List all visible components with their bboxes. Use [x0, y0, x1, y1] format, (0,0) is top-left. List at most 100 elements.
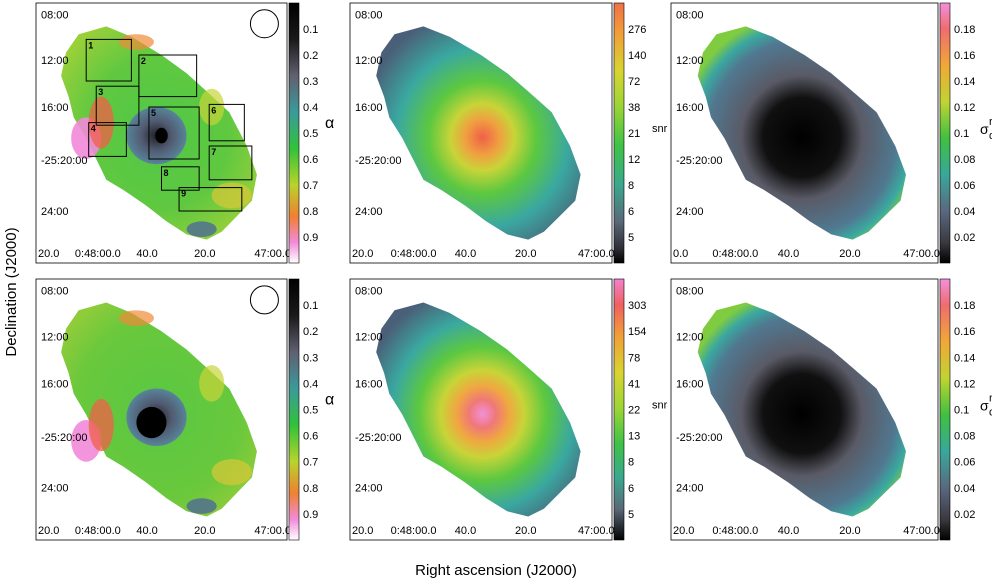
alpha-map-image	[61, 302, 257, 517]
dec-tick-label: 12:00	[41, 55, 69, 67]
colorbar-tick-label: 0.7	[303, 180, 318, 192]
dec-tick-label: 08:00	[676, 286, 704, 298]
ra-tick-label: 47:00.0	[254, 525, 291, 537]
dec-tick-label: -25:20:00	[355, 432, 401, 444]
panel-top-alpha: 1 2 3 4 5 6 7 8 9 08:00 12:00 16:00 -25:20:00 24:00 20…	[35, 2, 334, 264]
region-label-3: 3	[98, 87, 103, 97]
dec-tick-label: -25:20:00	[355, 155, 401, 167]
colorbar-title: α	[325, 115, 334, 132]
colorbar-tick-label: 72	[628, 76, 640, 88]
colorbar-tick-label: 13	[628, 431, 640, 443]
dec-tick-label: 24:00	[676, 206, 704, 218]
ra-tick-label: 40.0	[455, 525, 476, 537]
colorbar-title: snr	[652, 399, 668, 411]
colorbar-tick-label: 303	[628, 300, 646, 312]
colorbar-tick-label: 0.8	[303, 206, 318, 218]
colorbar-tick-label: 38	[628, 102, 640, 114]
panel-top-snr: 08:00 12:00 16:00 -25:20:00 24:00 20.0 0:48:00…	[349, 2, 668, 264]
region-label-5: 5	[151, 108, 156, 118]
dec-tick-label: 12:00	[676, 55, 704, 67]
colorbar-tick-label: 0.04	[954, 206, 975, 218]
dec-tick-label: 08:00	[41, 10, 69, 22]
x-axis-title: Right ascension (J2000)	[415, 562, 577, 579]
colorbar-tick-label: 0.5	[303, 128, 318, 140]
dec-tick-label: 12:00	[41, 331, 69, 343]
region-label-7: 7	[211, 147, 216, 157]
colorbar-tick-label: 0.3	[303, 352, 318, 364]
ra-tick-label: 0:48:00.0	[712, 248, 758, 260]
ra-tick-label: 0:48:00.0	[75, 525, 121, 537]
colorbar-tick-label: 140	[628, 50, 646, 62]
colorbar-tick-label: 0.12	[954, 378, 975, 390]
colorbar-ramp	[939, 278, 951, 541]
colorbar-tick-label: 0.4	[303, 378, 318, 390]
dec-tick-label: -25:20:00	[41, 155, 87, 167]
ra-tick-label: 40.0	[778, 525, 799, 537]
colorbar-tick-label: 0.02	[954, 509, 975, 521]
colorbar-tick-label: 0.2	[303, 326, 318, 338]
colorbar-tick-label: 0.16	[954, 50, 975, 62]
colorbar-tick-label: 78	[628, 352, 640, 364]
colorbar-title: σ	[980, 397, 989, 413]
snr-map-image	[376, 26, 581, 240]
ra-tick-label: 0:48:00.0	[391, 525, 437, 537]
rms-map-image	[697, 26, 906, 240]
colorbar-tick-label: 0.1	[303, 24, 318, 36]
colorbar-tick-label: 0.08	[954, 154, 975, 166]
dec-tick-label: 12:00	[676, 331, 704, 343]
panel-top-rms: 08:00 12:00 16:00 -25:20:00 24:00 0.0 0:48:00.…	[670, 2, 992, 264]
ra-tick-label: 47:00.0	[903, 248, 940, 260]
colorbar-title-sup: rms	[989, 392, 992, 404]
colorbar-tick-label: 0.06	[954, 180, 975, 192]
dec-tick-label: 16:00	[676, 378, 704, 390]
dec-tick-label: 12:00	[355, 331, 383, 343]
colorbar-tick-label: 0.9	[303, 232, 318, 244]
region-label-1: 1	[88, 40, 93, 50]
region-label-6: 6	[211, 105, 216, 115]
colorbar-tick-label: 0.08	[954, 431, 975, 443]
y-axis-title: Declination (J2000)	[3, 227, 20, 356]
colorbar-tick-label: 8	[628, 180, 634, 192]
dec-tick-label: 24:00	[41, 483, 69, 495]
colorbar-snr: 303 154 78 41 22 13 8 6 5 snr	[613, 278, 668, 541]
colorbar-tick-label: 276	[628, 24, 646, 36]
ra-tick-label: 40.0	[136, 525, 157, 537]
region-box-5	[148, 106, 200, 160]
colorbar-tick-label: 22	[628, 405, 640, 417]
ra-tick-label: 20.0	[352, 248, 373, 260]
colorbar-snr: 276 140 72 38 21 12 8 6 5 snr	[613, 2, 668, 264]
dec-tick-label: 12:00	[355, 55, 383, 67]
ra-tick-label: 40.0	[778, 248, 799, 260]
dec-tick-label: 16:00	[355, 102, 383, 114]
dec-tick-label: 24:00	[676, 483, 704, 495]
colorbar-tick-label: 0.4	[303, 102, 318, 114]
colorbar-tick-label: 0.12	[954, 102, 975, 114]
colorbar-tick-label: 0.04	[954, 483, 975, 495]
region-label-8: 8	[164, 168, 169, 178]
panel-bottom-snr: 08:00 12:00 16:00 -25:20:00 24:00 20.0 0:48:00…	[349, 278, 668, 541]
region-box-7	[208, 145, 253, 181]
ra-tick-label: 40.0	[136, 248, 157, 260]
ra-tick-label: 20.0	[673, 525, 694, 537]
colorbar-title: σ	[980, 121, 989, 137]
ra-tick-label: 47:00.0	[903, 525, 940, 537]
colorbar-tick-label: 0.14	[954, 352, 975, 364]
dec-tick-label: 08:00	[355, 286, 383, 298]
ra-tick-label: 20.0	[38, 525, 59, 537]
ra-tick-label: 47:00.0	[578, 525, 615, 537]
dec-tick-label: 08:00	[676, 10, 704, 22]
colorbar-tick-label: 5	[628, 232, 634, 244]
colorbar-tick-label: 41	[628, 378, 640, 390]
ra-tick-label: 20.0	[839, 525, 860, 537]
panel-bottom-rms: 08:00 12:00 16:00 -25:20:00 24:00 20.0 0:48:00…	[670, 278, 992, 541]
dec-tick-label: 24:00	[41, 206, 69, 218]
region-label-2: 2	[141, 56, 146, 66]
beam-circle	[249, 285, 279, 315]
dec-tick-label: -25:20:00	[676, 155, 722, 167]
region-box-2	[138, 54, 198, 98]
ra-tick-label: 20.0	[194, 525, 215, 537]
ra-tick-label: 20.0	[352, 525, 373, 537]
dec-tick-label: 08:00	[41, 286, 69, 298]
colorbar-tick-label: 0.14	[954, 76, 975, 88]
